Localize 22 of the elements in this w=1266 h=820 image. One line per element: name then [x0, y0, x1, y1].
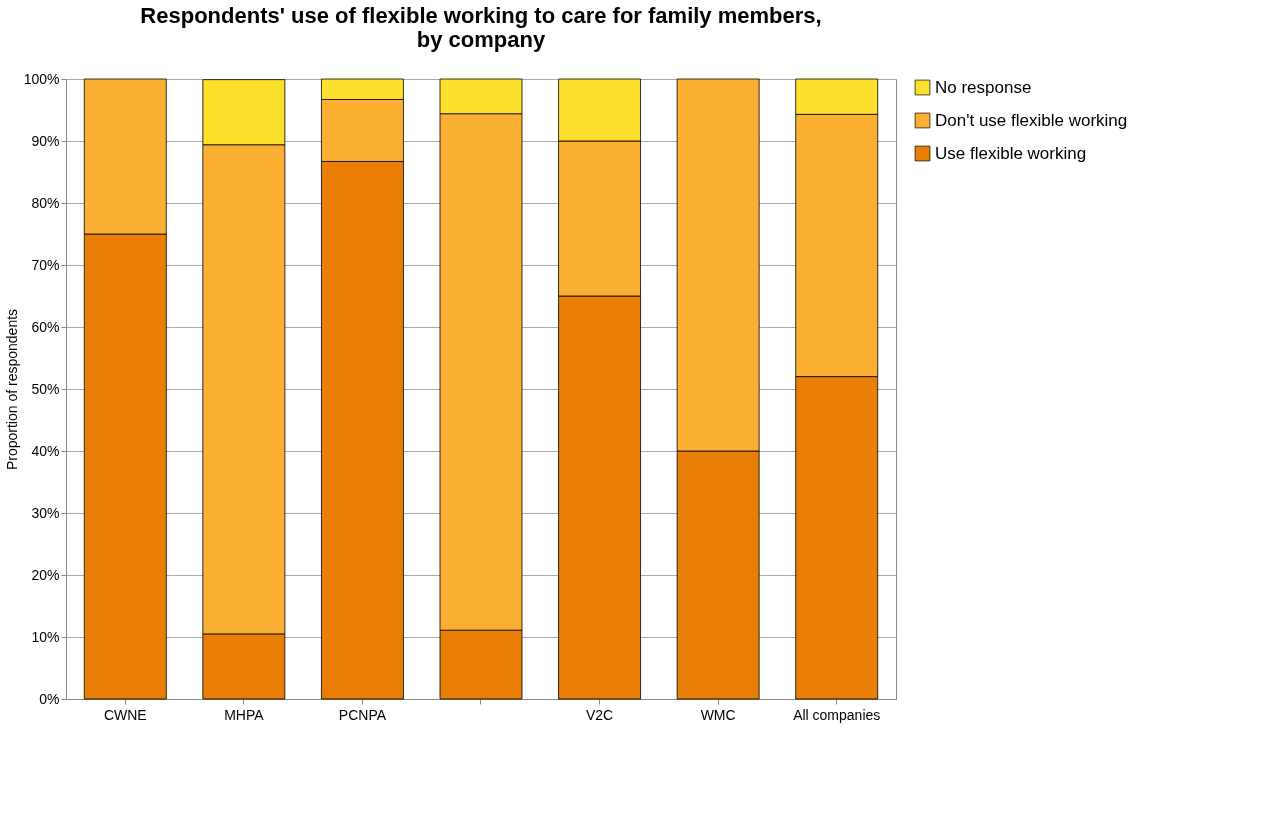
y-tick-label: 90%	[31, 132, 60, 149]
y-tick-label: 50%	[31, 380, 60, 397]
y-tick-label: 70%	[31, 256, 60, 273]
x-tick-label: MHPA	[224, 706, 265, 723]
x-tick-label: PCNPA	[338, 706, 387, 723]
y-tick-label: 80%	[31, 194, 60, 211]
legend-label: Don't use flexible working	[935, 110, 1128, 130]
y-tick-label: 100%	[23, 70, 60, 87]
x-tick-label: V2C	[585, 706, 614, 723]
x-tick-label: CWNE	[103, 706, 147, 723]
x-tick-label: WMC	[700, 706, 736, 723]
y-tick-label: 40%	[31, 442, 60, 459]
legend-label: Use flexible working	[935, 143, 1087, 163]
y-axis-title: Proportion of respondents	[3, 308, 20, 471]
y-tick-label: 0%	[39, 690, 60, 707]
y-tick-label: 20%	[31, 566, 60, 583]
y-tick-label: 60%	[31, 318, 60, 335]
chart-title: Respondents' use of flexible working to care for family members, by company	[140, 3, 822, 52]
y-tick-label: 30%	[31, 504, 60, 521]
x-tick-label: All companies	[793, 706, 881, 723]
legend-label: No response	[935, 77, 1032, 97]
y-tick-label: 10%	[31, 628, 60, 645]
